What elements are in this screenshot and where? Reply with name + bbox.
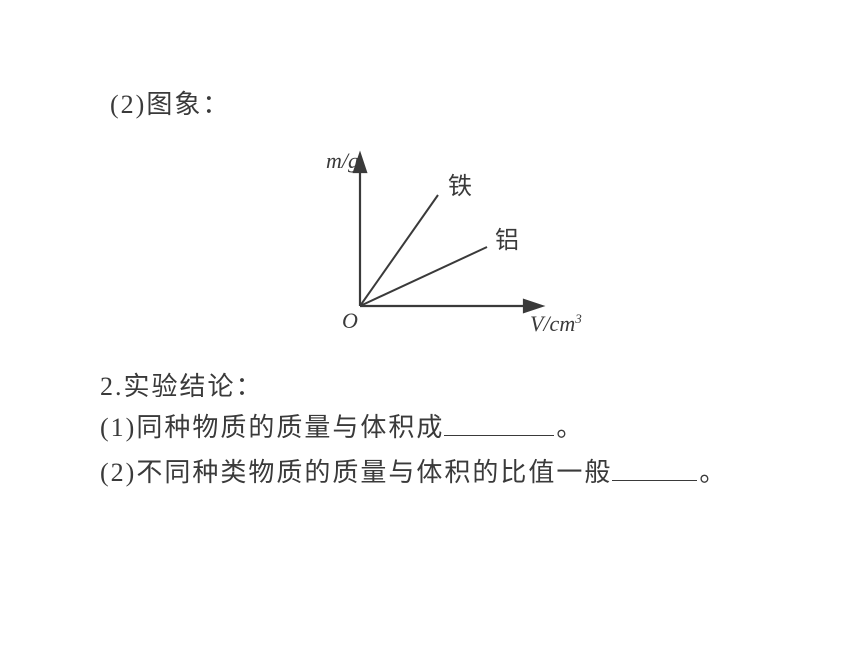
conclusion-2: (2)不同种类物质的质量与体积的比值一般 。: [100, 452, 780, 494]
section-number: 2.: [100, 372, 124, 401]
conclusion-2-pre: (2)不同种类物质的质量与体积的比值一般: [100, 458, 612, 487]
section-title-text: 实验结论：: [124, 372, 264, 401]
conclusion-1-pre: (1)同种物质的质量与体积成: [100, 413, 444, 442]
mass-volume-chart: m/g V/cm3 O 铁 铝: [280, 136, 600, 346]
line-aluminum-label: 铝: [495, 227, 519, 254]
chart-container: m/g V/cm3 O 铁 铝: [100, 136, 780, 351]
x-axis-label: V/cm3: [530, 311, 582, 336]
line-aluminum: [360, 247, 487, 306]
blank-2: [612, 454, 697, 481]
line-iron-label: 铁: [448, 173, 472, 200]
conclusion-1-post: 。: [556, 413, 584, 442]
blank-1: [444, 409, 554, 436]
origin-label: O: [342, 308, 358, 333]
section-title-conclusion: 2.实验结论：: [100, 366, 780, 403]
conclusion-1: (1)同种物质的质量与体积成 。: [100, 407, 780, 449]
subheading-image: (2)图象：: [110, 84, 780, 126]
conclusion-2-post: 。: [699, 458, 727, 487]
y-axis-label: m/g: [326, 148, 359, 173]
line-iron: [360, 195, 438, 306]
